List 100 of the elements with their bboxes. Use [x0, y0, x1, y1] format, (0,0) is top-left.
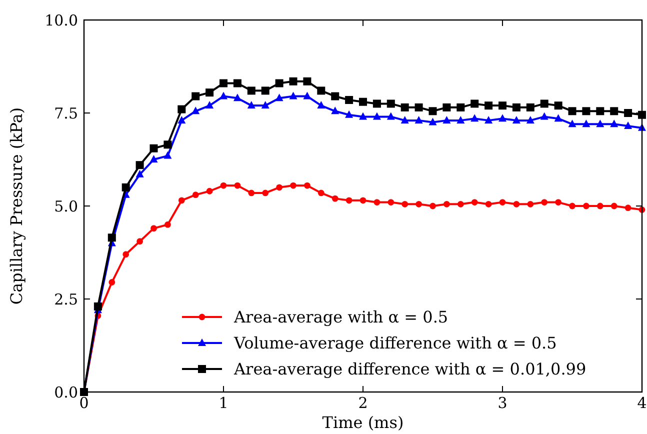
point [136, 238, 143, 245]
point [386, 100, 395, 108]
point [470, 100, 479, 108]
point [499, 199, 506, 206]
point [442, 103, 451, 112]
point [416, 200, 422, 208]
point [220, 92, 228, 100]
point [610, 107, 618, 116]
point [276, 184, 282, 191]
point [360, 197, 366, 204]
point [262, 190, 269, 196]
y-axis-title: Capillary Pressure (kPa) [7, 107, 26, 305]
point [317, 101, 326, 109]
point [303, 77, 312, 86]
point [164, 221, 171, 228]
point [332, 195, 338, 202]
y-tick-label: 7.5 [54, 104, 78, 122]
point [555, 199, 562, 206]
point [192, 106, 200, 114]
point [122, 251, 130, 258]
point [372, 112, 381, 120]
point [331, 106, 340, 114]
point [346, 197, 352, 204]
point [484, 116, 493, 124]
point [470, 114, 479, 122]
point [485, 200, 492, 208]
point [247, 86, 256, 95]
point [430, 202, 436, 210]
point [512, 116, 520, 124]
point [444, 200, 450, 208]
point [178, 105, 186, 114]
point [317, 86, 326, 95]
point [290, 182, 296, 189]
point [233, 94, 242, 102]
point [414, 116, 423, 124]
point [374, 199, 380, 206]
x-axis-title: Time (ms) [322, 413, 404, 432]
point [484, 102, 493, 110]
y-tick-label: 0.0 [54, 383, 78, 402]
point [304, 182, 310, 189]
point [318, 190, 324, 196]
point [289, 77, 298, 86]
point [234, 182, 241, 189]
point [150, 155, 158, 162]
point [359, 98, 367, 106]
point [456, 116, 465, 124]
x-tick-label: 4 [637, 394, 647, 412]
point [136, 170, 144, 178]
point [206, 188, 213, 194]
point [248, 190, 255, 196]
point [220, 79, 228, 88]
point [568, 120, 576, 128]
point [206, 101, 214, 109]
point [164, 140, 172, 149]
point [442, 116, 451, 124]
point [596, 202, 604, 210]
point [512, 103, 520, 112]
point [359, 112, 367, 120]
point [456, 103, 465, 112]
point [527, 200, 534, 208]
point [498, 102, 506, 110]
point [402, 200, 408, 208]
point [108, 279, 116, 286]
point [289, 92, 298, 100]
point [596, 107, 604, 116]
y-tick-label: 2.5 [54, 290, 78, 308]
point [372, 100, 381, 108]
legend-label: Area-average difference with α = 0.01,0.99 [233, 360, 586, 379]
point [94, 302, 102, 310]
point [624, 204, 632, 212]
point [568, 107, 576, 116]
point [582, 107, 590, 116]
point [388, 199, 394, 206]
x-tick-label: 2 [358, 394, 368, 412]
point [428, 107, 437, 116]
point [610, 202, 618, 210]
point [164, 151, 172, 159]
point [192, 192, 199, 198]
point [582, 120, 590, 128]
legend-label: Volume-average difference with α = 0.5 [233, 334, 557, 353]
point [192, 92, 200, 100]
point [345, 96, 354, 104]
point [136, 161, 144, 170]
point [150, 225, 157, 232]
point [261, 86, 270, 95]
x-tick-label: 3 [498, 394, 508, 412]
y-tick-label: 5.0 [54, 197, 78, 216]
point [261, 101, 270, 109]
x-tick-label: 0 [79, 394, 89, 412]
point [526, 116, 534, 124]
point [540, 100, 548, 108]
legend-label: Area-average with α = 0.5 [233, 308, 448, 327]
point [457, 200, 464, 208]
point [540, 112, 548, 120]
point [554, 114, 562, 122]
point [303, 92, 312, 100]
point [471, 199, 478, 206]
point [428, 118, 437, 126]
point [526, 103, 534, 112]
point [400, 116, 409, 124]
